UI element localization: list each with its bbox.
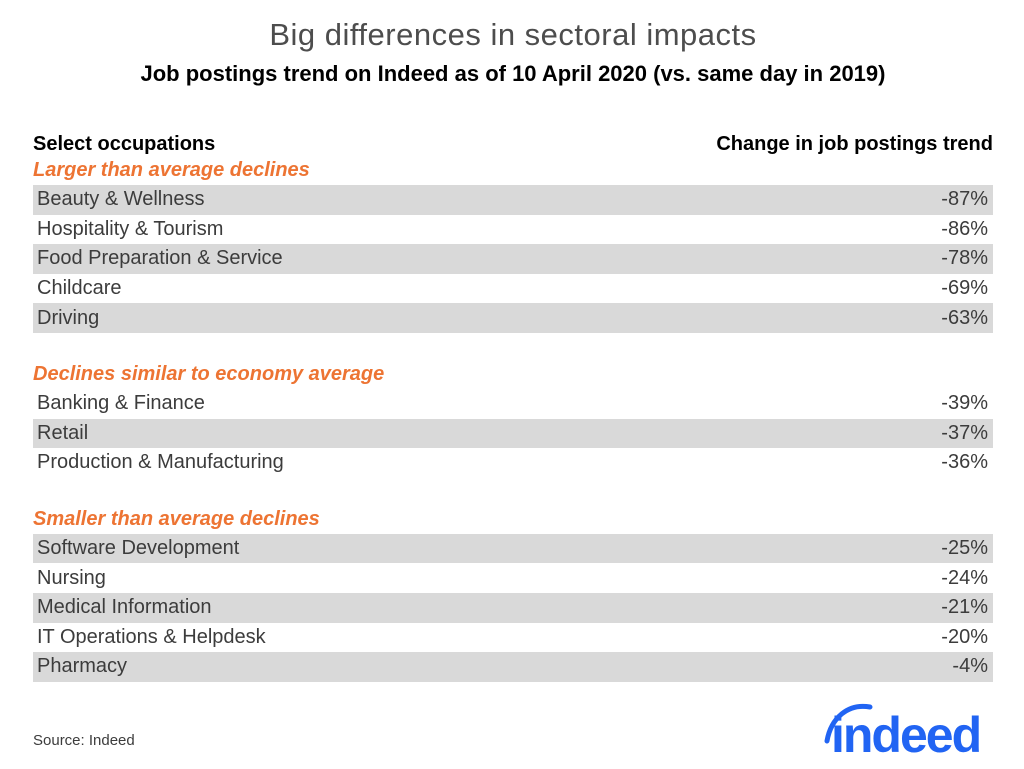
row-label: Production & Manufacturing — [37, 451, 284, 474]
row-label: IT Operations & Helpdesk — [37, 625, 266, 648]
occupation-section: Smaller than average declines Software D… — [33, 507, 993, 682]
row-label: Pharmacy — [37, 655, 128, 678]
row-label: Retail — [37, 421, 89, 444]
row-label: Food Preparation & Service — [37, 247, 283, 270]
chart-subtitle: Job postings trend on Indeed as of 10 Ap… — [140, 61, 886, 86]
row-label: Childcare — [37, 277, 122, 300]
table-row: Production & Manufacturing -36% — [33, 448, 993, 478]
chart-title: Big differences in sectoral impacts — [269, 17, 757, 52]
row-value: -63% — [941, 306, 988, 329]
indeed-logo-arc-icon — [824, 703, 873, 744]
footer: Source: Indeed indeed — [33, 695, 993, 763]
section-title: Smaller than average declines — [33, 507, 320, 530]
section-rows: Software Development -25% Nursing -24% M… — [33, 533, 993, 682]
row-value: -78% — [941, 247, 988, 270]
indeed-logo-wordmark: indeed — [831, 707, 980, 759]
row-label: Hospitality & Tourism — [37, 217, 224, 240]
table-row: Beauty & Wellness -87% — [33, 185, 993, 215]
row-value: -21% — [941, 596, 988, 619]
row-value: -87% — [941, 188, 988, 211]
occupation-section: Larger than average declines Beauty & We… — [33, 158, 993, 333]
table-row: Driving -63% — [33, 303, 993, 333]
section-rows: Banking & Finance -39% Retail -37% Produ… — [33, 389, 993, 478]
column-header-change: Change in job postings trend — [716, 133, 993, 155]
row-label: Software Development — [37, 537, 240, 560]
table-row: Childcare -69% — [33, 274, 993, 304]
row-value: -86% — [941, 217, 988, 240]
table-row: Medical Information -21% — [33, 592, 993, 623]
table-row: Hospitality & Tourism -86% — [33, 215, 993, 245]
row-value: -25% — [941, 537, 988, 560]
row-value: -20% — [941, 625, 988, 648]
section-rows: Beauty & Wellness -87% Hospitality & Tou… — [33, 185, 993, 333]
indeed-logo: indeed — [821, 695, 993, 763]
table-row: Banking & Finance -39% — [33, 389, 993, 419]
occupations-table: Larger than average declines Beauty & We… — [33, 156, 993, 682]
table-row: IT Operations & Helpdesk -20% — [33, 623, 993, 653]
row-value: -4% — [952, 655, 988, 678]
row-label: Nursing — [37, 566, 106, 589]
column-headers: Select occupations Change in job posting… — [33, 132, 993, 156]
column-header-occupations: Select occupations — [33, 133, 216, 155]
row-value: -39% — [941, 392, 988, 415]
row-label: Beauty & Wellness — [37, 188, 205, 211]
table-row: Software Development -25% — [33, 533, 993, 564]
section-title: Declines similar to economy average — [33, 362, 385, 385]
row-value: -24% — [941, 566, 988, 589]
table-row: Retail -37% — [33, 418, 993, 449]
row-value: -36% — [941, 451, 988, 474]
section-title: Larger than average declines — [33, 159, 310, 181]
row-label: Driving — [37, 306, 100, 329]
row-value: -69% — [941, 277, 988, 300]
source-note: Source: Indeed — [33, 732, 135, 749]
indeed-logo-graphic: indeed — [824, 703, 982, 763]
table-row: Pharmacy -4% — [33, 652, 993, 682]
occupation-section: Declines similar to economy average Bank… — [33, 362, 993, 478]
row-label: Medical Information — [37, 596, 212, 619]
table-row: Nursing -24% — [33, 563, 993, 593]
table-row: Food Preparation & Service -78% — [33, 244, 993, 274]
row-value: -37% — [941, 421, 988, 444]
row-label: Banking & Finance — [37, 392, 205, 415]
